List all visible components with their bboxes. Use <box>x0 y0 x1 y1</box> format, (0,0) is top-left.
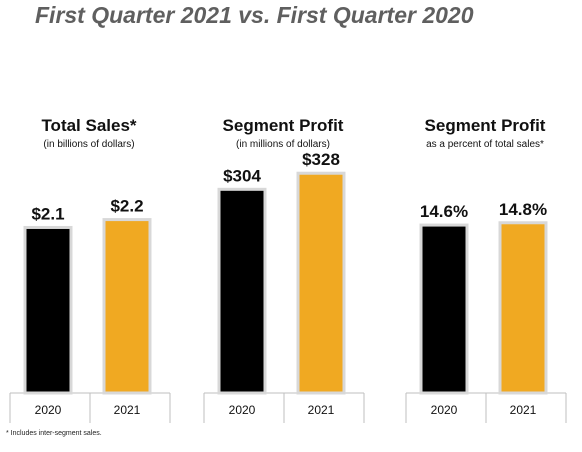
chart-3-data-label-2020: 14.6% <box>420 202 468 221</box>
chart-3-bar-2021 <box>498 221 548 395</box>
chart-2-tick-label-2020: 2020 <box>229 403 256 417</box>
chart-2-data-label-2020: $304 <box>223 166 261 185</box>
chart-1-bar-2020 <box>23 225 73 395</box>
chart-1-tick-label-2021: 2021 <box>114 403 141 417</box>
chart-2-data-label-2021: $328 <box>302 150 340 169</box>
page-title: First Quarter 2021 vs. First Quarter 202… <box>35 2 474 28</box>
footnote: * Includes inter-segment sales. <box>6 430 102 437</box>
chart-3-tick-label-2020: 2020 <box>431 403 458 417</box>
chart-2-bar-2021 <box>296 171 346 395</box>
chart-1-subtitle: (in billions of dollars) <box>43 139 135 150</box>
chart-1-title: Total Sales* <box>41 116 137 135</box>
chart-1-tick-label-2020: 2020 <box>35 403 62 417</box>
chart-3-subtitle: as a percent of total sales* <box>426 139 544 150</box>
chart-2-bar-2020 <box>217 187 267 395</box>
chart-2-tick-label-2021: 2021 <box>308 403 335 417</box>
chart-1-data-label-2021: $2.2 <box>110 197 143 216</box>
chart-2-subtitle: (in millions of dollars) <box>236 139 330 150</box>
chart-3-bar-2020 <box>419 223 469 395</box>
chart-1-bar-2021 <box>102 218 152 395</box>
chart-3-tick-label-2021: 2021 <box>510 403 537 417</box>
chart-3-title: Segment Profit <box>424 116 546 135</box>
chart-3-data-label-2021: 14.8% <box>499 200 547 219</box>
chart-1-data-label-2020: $2.1 <box>31 204 64 223</box>
chart-2-title: Segment Profit <box>222 116 344 135</box>
